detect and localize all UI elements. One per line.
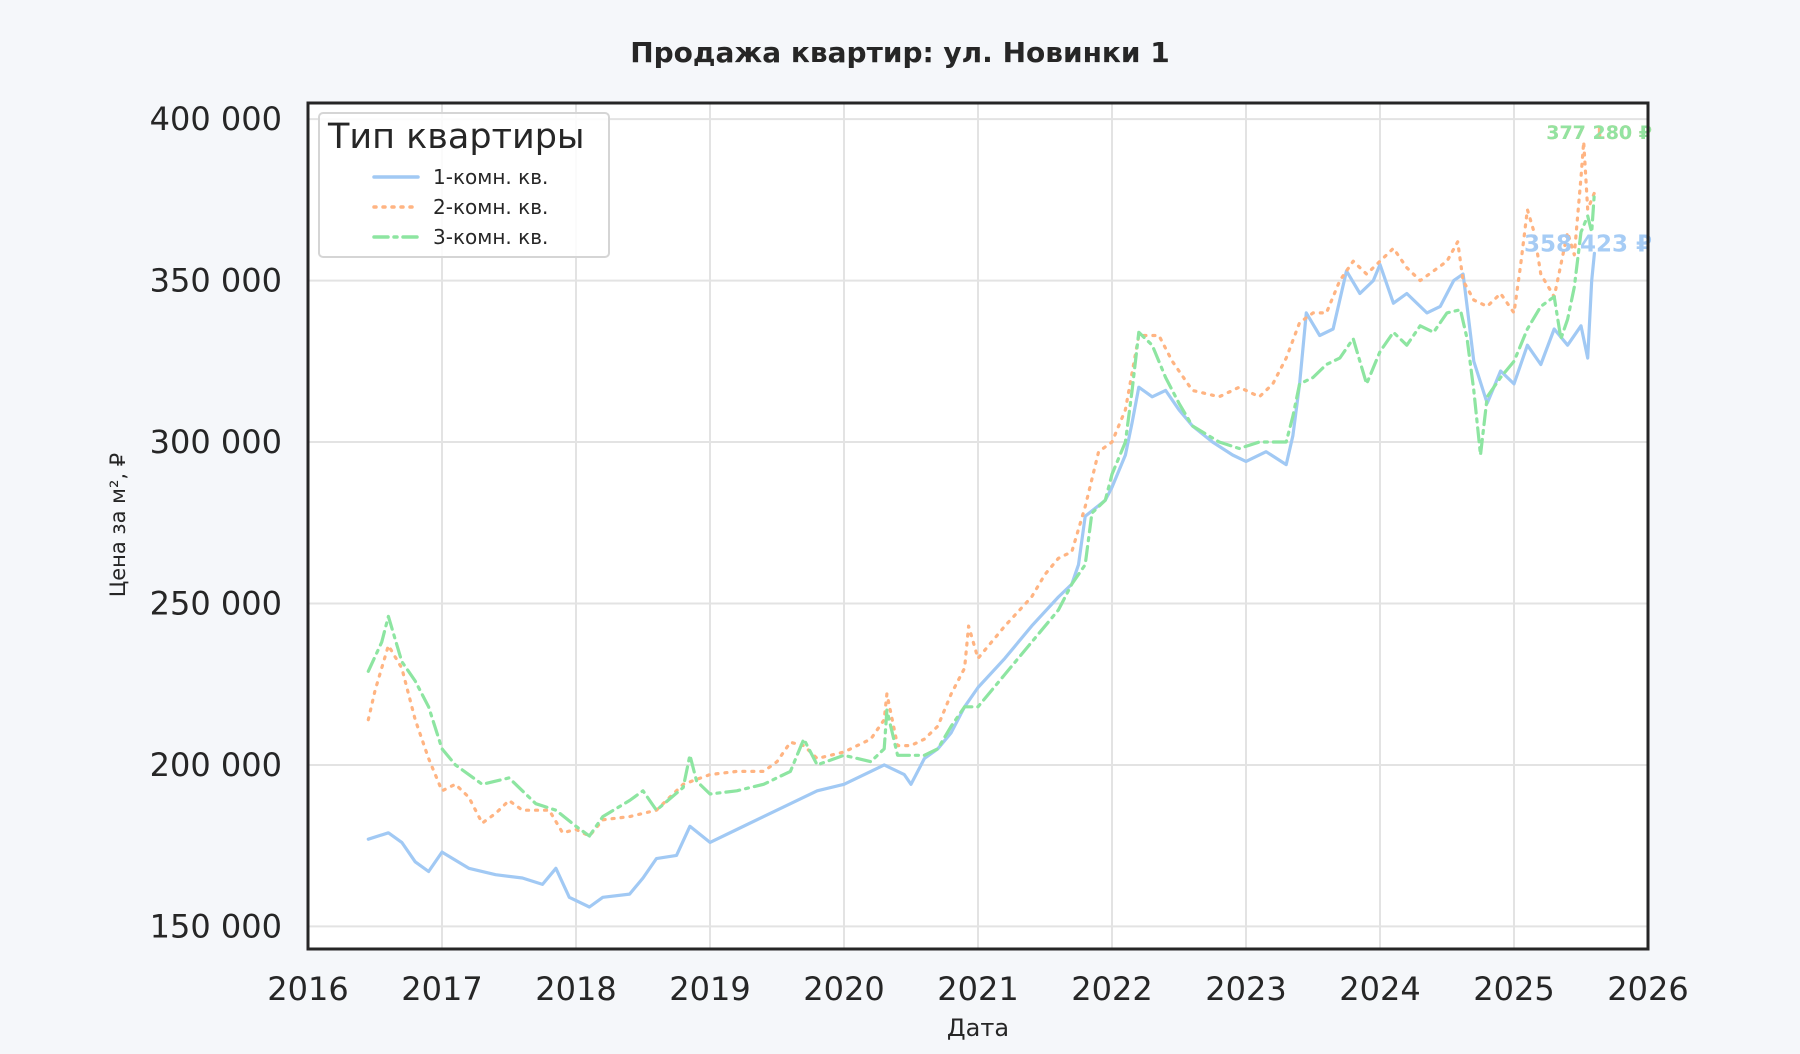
series-end-label: 358 423 ₽ [1524, 231, 1652, 257]
series-line [366, 251, 1597, 909]
legend: Тип квартиры 1-комн. кв. 2-комн. кв. 3-ком… [318, 112, 610, 258]
x-tick-label: 2019 [669, 970, 750, 1008]
x-tick-label: 2020 [803, 970, 884, 1008]
x-tick-label: 2025 [1473, 970, 1554, 1008]
x-tick-label: 2022 [1071, 970, 1152, 1008]
x-tick-label: 2017 [401, 970, 482, 1008]
y-tick-label: 400 000 [150, 100, 282, 138]
y-tick-label: 300 000 [150, 423, 282, 461]
y-tick-label: 150 000 [150, 907, 282, 945]
series-end-label: 377 180 ₽ [1546, 122, 1652, 144]
x-tick-label: 2018 [535, 970, 616, 1008]
series-line [366, 140, 1597, 838]
legend-items: 1-комн. кв. 2-комн. кв. 3-комн. кв. [372, 165, 548, 249]
plot-frame [306, 101, 1650, 951]
legend-label: 3-комн. кв. [433, 225, 548, 249]
series-end-label: 377 280 ₽ [1546, 122, 1652, 144]
series-line [366, 190, 1597, 838]
legend-box [318, 112, 610, 258]
y-tick-label: 200 000 [150, 746, 282, 784]
x-tick-label: 2026 [1607, 970, 1688, 1008]
x-tick-label: 2024 [1339, 970, 1420, 1008]
grid [307, 103, 1649, 949]
x-tick-label: 2021 [937, 970, 1018, 1008]
axis-ticks: 2016 2017 2018 2019 2020 2021 2022 2023 2024 2025… [150, 100, 1689, 1008]
series-lines [366, 140, 1597, 909]
end-labels: 358 423 ₽ 377 180 ₽377 280 ₽ [1524, 122, 1652, 257]
legend-label: 2-комн. кв. [433, 195, 548, 219]
x-tick-label: 2023 [1205, 970, 1286, 1008]
chart-title: Продажа квартир: ул. Новинки 1 [630, 36, 1170, 69]
x-axis-label: Дата [947, 1014, 1009, 1042]
x-tick-label: 2016 [267, 970, 348, 1008]
y-axis-label: Цена за м², ₽ [106, 453, 130, 597]
legend-label: 1-комн. кв. [433, 165, 548, 189]
y-tick-label: 250 000 [150, 584, 282, 622]
legend-title: Тип квартиры [327, 117, 585, 157]
y-tick-label: 350 000 [150, 262, 282, 300]
